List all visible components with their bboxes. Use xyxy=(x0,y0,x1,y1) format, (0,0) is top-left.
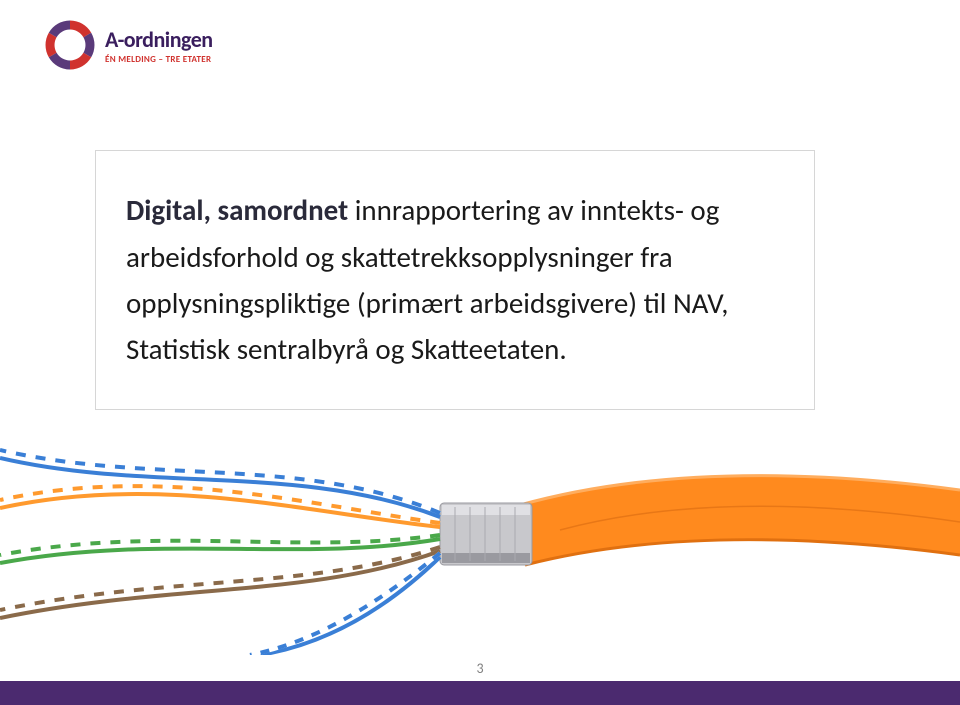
footer-bar xyxy=(0,681,960,705)
logo: A-ordningen ÉN MELDING – TRE ETATER xyxy=(45,20,213,70)
cable-illustration xyxy=(0,395,960,655)
content-box: Digital, samordnet innrapportering av in… xyxy=(95,150,815,410)
logo-subtitle: ÉN MELDING – TRE ETATER xyxy=(105,54,213,65)
content-strong: Digital, samordnet xyxy=(126,192,355,228)
logo-ring-icon xyxy=(45,20,95,70)
logo-title: A-ordningen xyxy=(105,26,213,53)
logo-text-group: A-ordningen ÉN MELDING – TRE ETATER xyxy=(105,26,213,65)
page-number: 3 xyxy=(0,660,960,677)
content-text: Digital, samordnet innrapportering av in… xyxy=(126,187,784,373)
